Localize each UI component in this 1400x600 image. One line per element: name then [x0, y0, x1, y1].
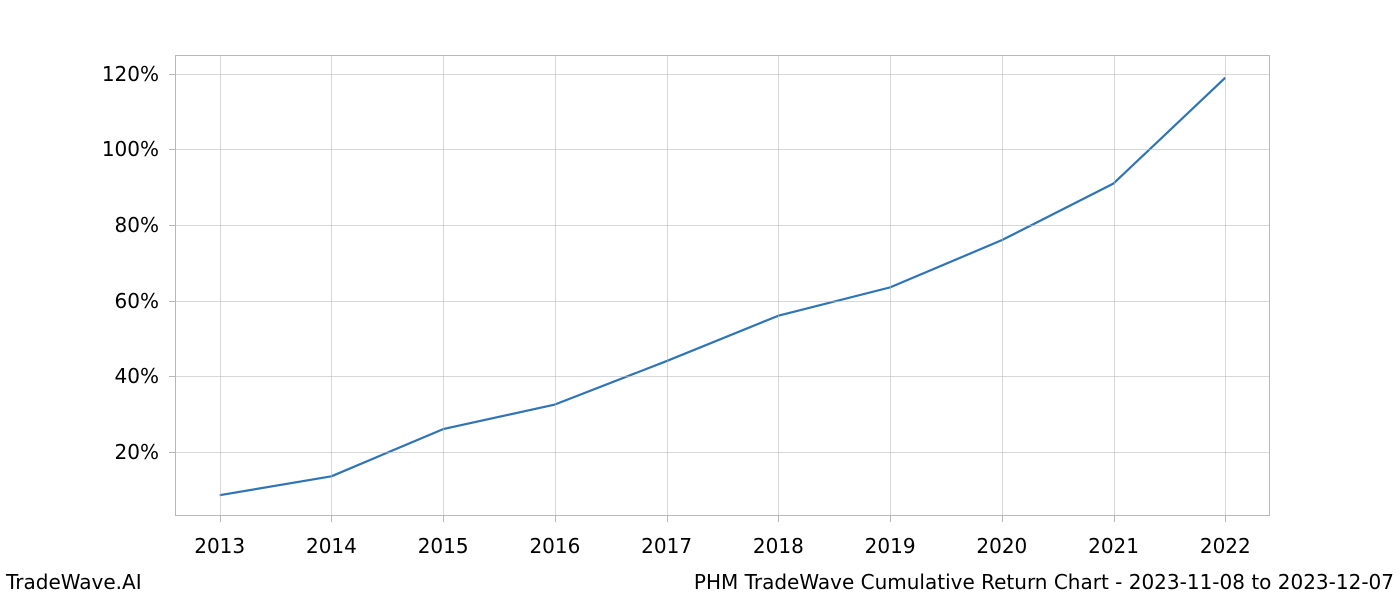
footer-right-caption: PHM TradeWave Cumulative Return Chart - … — [694, 570, 1394, 594]
grid-line-vertical — [778, 55, 779, 516]
return-chart: 2013201420152016201720182019202020212022… — [175, 55, 1270, 516]
x-tick — [220, 516, 221, 522]
y-tick — [169, 225, 175, 226]
grid-line-horizontal — [175, 225, 1270, 226]
series-line — [220, 78, 1226, 496]
y-tick-label: 60% — [89, 289, 159, 313]
x-tick — [443, 516, 444, 522]
grid-line-horizontal — [175, 301, 1270, 302]
grid-line-vertical — [1002, 55, 1003, 516]
chart-line-layer — [175, 55, 1270, 516]
grid-line-vertical — [1114, 55, 1115, 516]
y-tick-label: 100% — [89, 137, 159, 161]
y-tick — [169, 376, 175, 377]
x-tick-label: 2014 — [306, 534, 357, 558]
x-tick — [1225, 516, 1226, 522]
y-tick-label: 40% — [89, 364, 159, 388]
footer-left-brand: TradeWave.AI — [6, 570, 142, 594]
x-tick — [778, 516, 779, 522]
x-tick-label: 2020 — [976, 534, 1027, 558]
x-tick-label: 2018 — [753, 534, 804, 558]
x-tick — [331, 516, 332, 522]
grid-line-vertical — [220, 55, 221, 516]
grid-line-vertical — [331, 55, 332, 516]
x-tick-label: 2015 — [418, 534, 469, 558]
grid-line-vertical — [1225, 55, 1226, 516]
y-tick — [169, 149, 175, 150]
grid-line-horizontal — [175, 74, 1270, 75]
grid-line-vertical — [555, 55, 556, 516]
grid-line-horizontal — [175, 149, 1270, 150]
x-tick — [890, 516, 891, 522]
y-tick-label: 20% — [89, 440, 159, 464]
y-tick — [169, 74, 175, 75]
x-tick-label: 2021 — [1088, 534, 1139, 558]
x-tick — [555, 516, 556, 522]
grid-line-vertical — [443, 55, 444, 516]
x-tick — [667, 516, 668, 522]
y-tick — [169, 301, 175, 302]
y-tick-label: 80% — [89, 213, 159, 237]
y-tick-label: 120% — [89, 62, 159, 86]
grid-line-vertical — [890, 55, 891, 516]
x-tick-label: 2019 — [865, 534, 916, 558]
x-tick-label: 2016 — [529, 534, 580, 558]
x-tick-label: 2022 — [1200, 534, 1251, 558]
x-tick-label: 2013 — [194, 534, 245, 558]
x-tick — [1114, 516, 1115, 522]
x-tick-label: 2017 — [641, 534, 692, 558]
grid-line-horizontal — [175, 452, 1270, 453]
y-tick — [169, 452, 175, 453]
grid-line-horizontal — [175, 376, 1270, 377]
grid-line-vertical — [667, 55, 668, 516]
x-tick — [1002, 516, 1003, 522]
